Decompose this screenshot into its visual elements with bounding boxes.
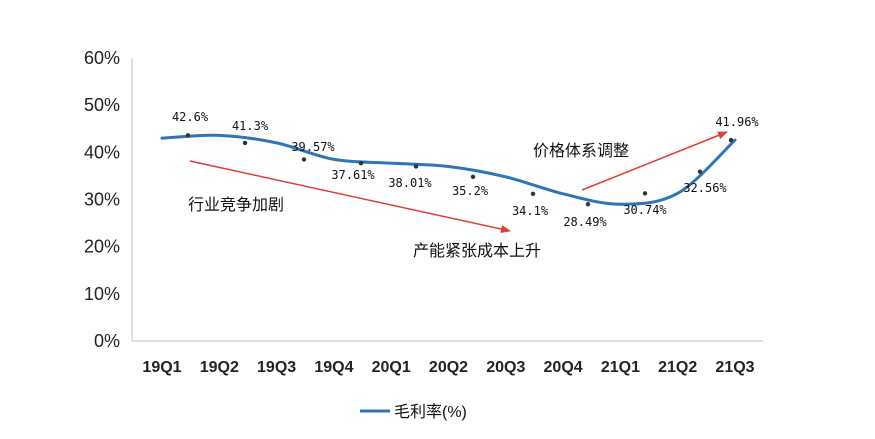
x-tick-labels: 19Q1 19Q2 19Q3 19Q4 20Q1 20Q2 20Q3 20Q4 21Q1 21Q2… xyxy=(142,359,754,376)
data-label: 39.57% xyxy=(291,140,335,154)
data-point xyxy=(697,169,703,174)
series-line xyxy=(160,133,737,206)
data-point xyxy=(642,191,648,196)
data-label: 38.01% xyxy=(388,176,432,190)
data-point xyxy=(728,137,734,143)
y-tick-label: 20% xyxy=(84,237,120,257)
data-label: 35.2% xyxy=(452,184,489,198)
data-point xyxy=(358,160,364,166)
data-label: 41.3% xyxy=(232,119,269,133)
x-tick-label: 19Q3 xyxy=(257,359,296,376)
data-point xyxy=(185,133,191,138)
annotation-pricing: 价格体系调整 xyxy=(533,141,629,160)
data-point xyxy=(301,157,307,162)
y-tick-labels: 0% 10% 20% 30% 40% 50% 60% xyxy=(84,48,120,351)
x-tick-label: 20Q3 xyxy=(486,359,525,376)
data-label: 41.96% xyxy=(715,115,759,129)
x-tick-label: 19Q2 xyxy=(200,359,239,376)
x-tick-label: 20Q4 xyxy=(544,359,583,376)
data-point xyxy=(585,202,591,207)
data-label: 32.56% xyxy=(683,181,727,195)
data-point xyxy=(413,164,419,169)
y-tick-label: 60% xyxy=(84,48,120,68)
data-point xyxy=(470,174,476,180)
x-tick-label: 19Q1 xyxy=(142,359,181,376)
data-label: 30.74% xyxy=(623,203,667,217)
data-points xyxy=(185,133,734,207)
legend-label: 毛利率(%) xyxy=(394,403,467,421)
y-tick-label: 0% xyxy=(94,331,120,351)
data-labels: 42.6% 41.3% 39.57% 37.61% 38.01% 35.2% 34.1% 28… xyxy=(172,110,760,229)
x-tick-label: 21Q1 xyxy=(601,359,640,376)
x-tick-label: 21Q3 xyxy=(715,359,754,376)
x-tick-label: 20Q2 xyxy=(429,359,468,376)
annotation-competition: 行业竞争加剧 xyxy=(188,195,284,214)
trend-arrow-decline xyxy=(189,160,511,233)
trend-arrow-recovery xyxy=(581,131,728,191)
x-tick-label: 20Q1 xyxy=(372,359,411,376)
data-label: 37.61% xyxy=(331,168,375,182)
data-label: 34.1% xyxy=(512,204,549,218)
y-tick-label: 30% xyxy=(84,190,120,210)
y-tick-label: 40% xyxy=(84,142,120,162)
data-point xyxy=(530,191,536,197)
annotation-capacity-cost: 产能紧张成本上升 xyxy=(413,241,541,260)
x-tick-label: 19Q4 xyxy=(314,359,353,376)
data-label: 28.49% xyxy=(563,215,607,229)
x-tick-label: 21Q2 xyxy=(658,359,697,376)
y-tick-label: 10% xyxy=(84,284,120,304)
data-label: 42.6% xyxy=(172,110,209,124)
y-tick-label: 50% xyxy=(84,95,120,115)
data-point xyxy=(242,140,248,146)
